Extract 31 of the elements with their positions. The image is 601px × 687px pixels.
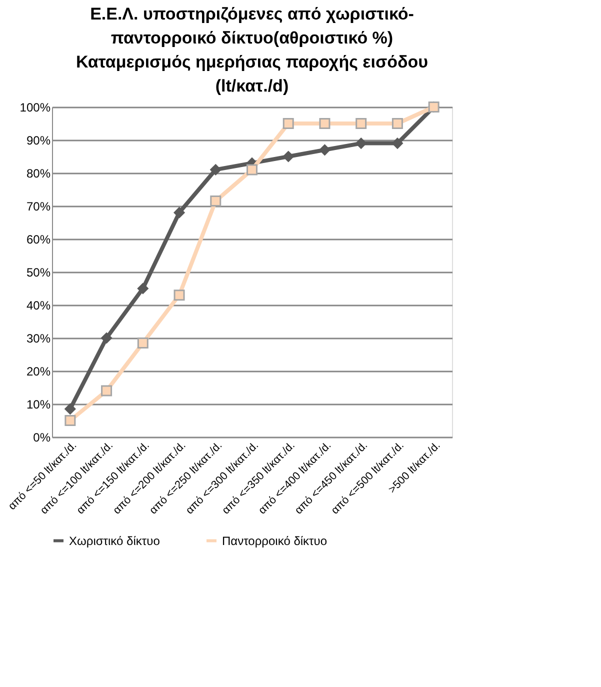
legend-label: Χωριστικό δίκτυο xyxy=(69,534,160,548)
y-tick-label: 20% xyxy=(26,364,51,378)
y-tick-label: 100% xyxy=(20,100,51,114)
point xyxy=(174,290,185,301)
point xyxy=(356,118,367,129)
point xyxy=(319,118,330,129)
point xyxy=(101,385,112,396)
point xyxy=(64,403,76,414)
point xyxy=(137,337,148,348)
point xyxy=(137,283,148,294)
y-tick-label: 70% xyxy=(26,200,51,214)
point xyxy=(174,207,185,218)
legend-label: Παντορροικό δίκτυο xyxy=(222,534,328,548)
y-tick-label: 90% xyxy=(26,134,51,148)
y-tick-label: 80% xyxy=(26,166,51,180)
y-tick-label: 30% xyxy=(26,332,51,346)
point xyxy=(246,164,258,176)
point xyxy=(282,151,294,162)
point xyxy=(101,332,112,344)
point xyxy=(64,415,76,426)
chart-title: Ε.Ε.Λ. υποστηριζόμενες από χωριστικό-παντορροικό δίκτυο(αθροιστικό %) Καταμερισμός ημερήσιας παροχής εισόδου (lt/κατ./d) xyxy=(76,4,428,96)
y-tick-label: 40% xyxy=(26,298,51,312)
y-tick-label: 10% xyxy=(26,398,51,412)
point xyxy=(210,196,222,207)
y-tick-label: 60% xyxy=(26,232,51,246)
point xyxy=(319,144,330,156)
y-tick-label: 50% xyxy=(26,266,51,280)
point xyxy=(210,164,222,176)
point xyxy=(392,118,403,129)
y-tick-label: 0% xyxy=(33,430,51,444)
point xyxy=(282,118,294,129)
